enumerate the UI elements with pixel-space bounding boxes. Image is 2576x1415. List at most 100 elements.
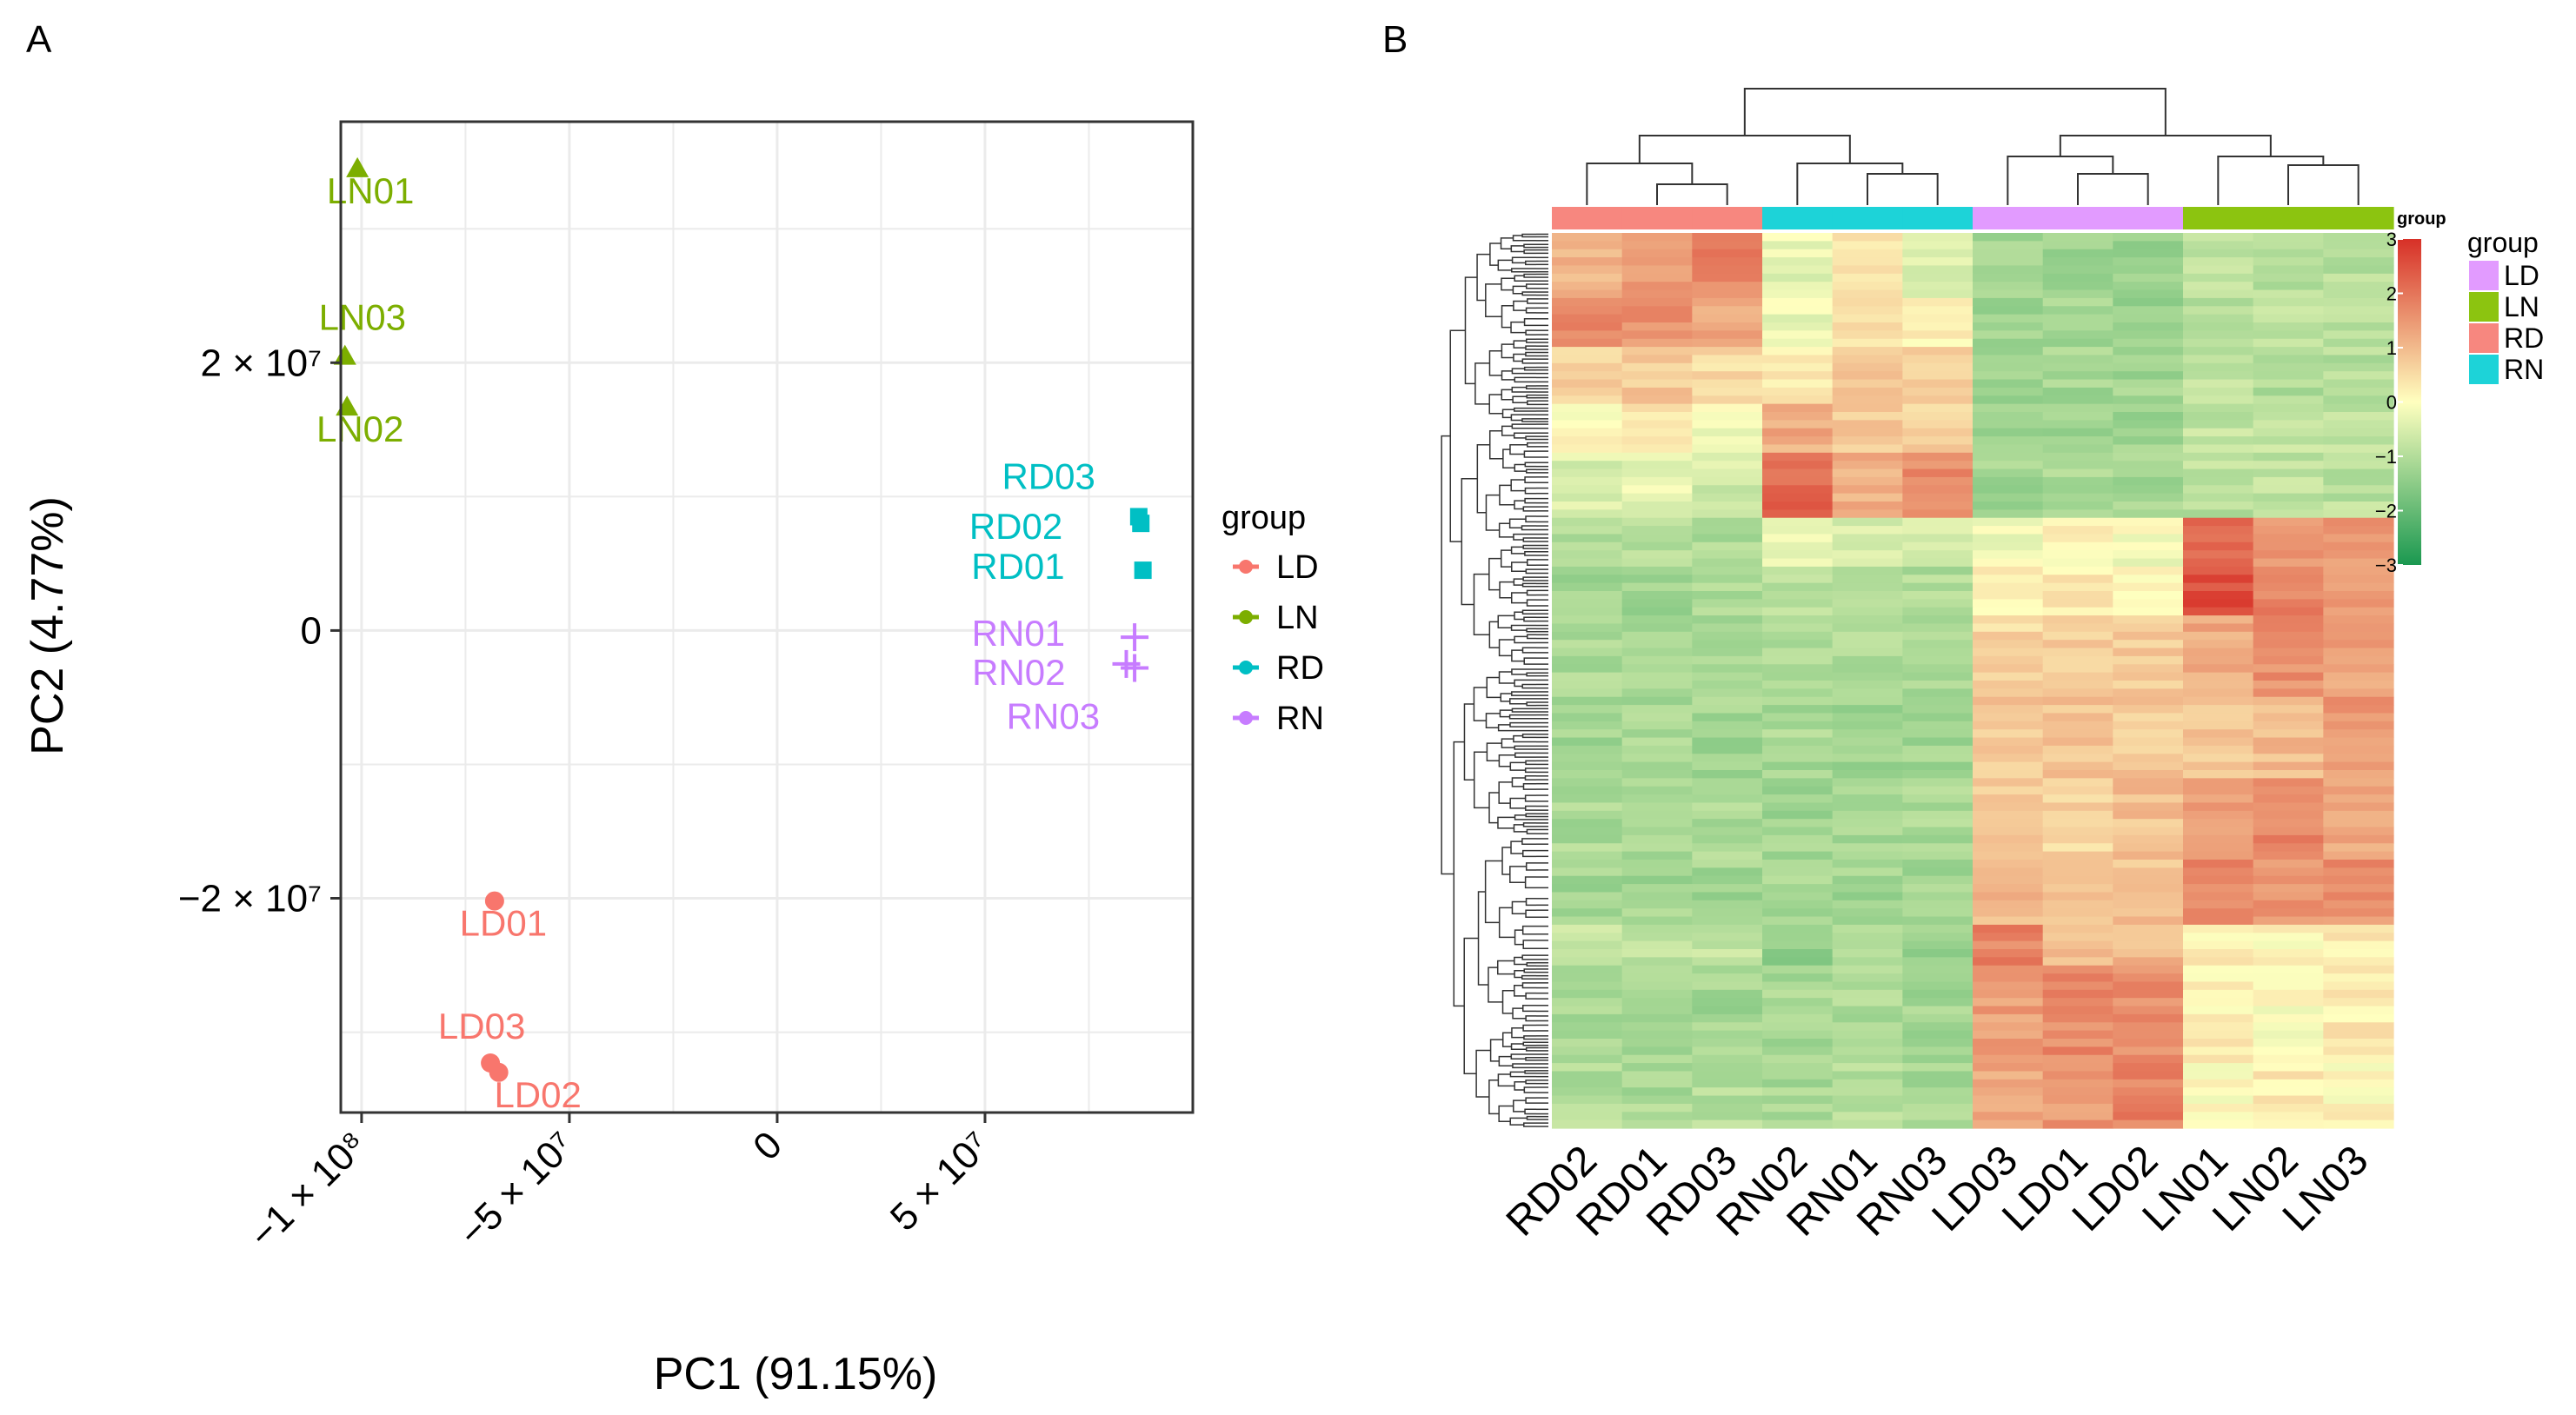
heatmap-cell: [1973, 655, 2044, 665]
heatmap-cell: [2253, 355, 2324, 364]
heatmap-cell: [1902, 452, 1974, 462]
heatmap-cell: [1621, 395, 1693, 405]
annotation-cell-RD02: [1552, 207, 1623, 229]
heatmap-cell: [2183, 770, 2254, 779]
heatmap-cell: [2183, 973, 2254, 983]
heatmap-cell: [1621, 631, 1693, 641]
heatmap-cell: [2253, 1079, 2324, 1088]
heatmap-cell: [1973, 591, 2044, 600]
row-dendrogram-branch: [1522, 576, 1536, 581]
heatmap-cell: [1832, 924, 1903, 933]
heatmap-cell: [2183, 541, 2254, 551]
heatmap-cell: [2323, 745, 2394, 754]
heatmap-cell: [2323, 778, 2394, 787]
heatmap-cell: [2323, 306, 2394, 316]
heatmap-cell: [2253, 347, 2324, 356]
heatmap-cell: [2253, 900, 2324, 909]
heatmap-cell: [1973, 485, 2044, 495]
heatmap-cell: [1832, 436, 1903, 446]
heatmap-cell: [1692, 607, 1763, 616]
row-dendrogram-branch: [1522, 940, 1536, 949]
heatmap-cell: [1973, 998, 2044, 1007]
heatmap-cell: [2042, 241, 2113, 250]
heatmap-cell: [2113, 664, 2184, 674]
heatmap-cell: [2323, 476, 2394, 486]
heatmap-cell: [1692, 696, 1763, 706]
heatmap-cell: [1692, 509, 1763, 519]
heatmap-cell: [1552, 379, 1623, 389]
heatmap-cell: [1902, 534, 1974, 543]
heatmap-cell: [2253, 233, 2324, 242]
heatmap-cell: [1973, 314, 2044, 323]
heatmap-cell: [1692, 1030, 1763, 1040]
heatmap-cell: [1692, 436, 1763, 446]
heatmap-cell: [1692, 541, 1763, 551]
heatmap-cell: [1762, 648, 1834, 657]
heatmap-cell: [2042, 1063, 2113, 1073]
heatmap-cell: [1762, 933, 1834, 942]
heatmap-cell: [1762, 282, 1834, 291]
row-dendrogram-branch: [1511, 386, 1536, 393]
row-dendrogram-branch: [1523, 1086, 1536, 1093]
heatmap-cell: [1762, 949, 1834, 958]
heatmap-cell: [2113, 648, 2184, 657]
heatmap-cell: [2323, 794, 2394, 804]
heatmap-cell: [1762, 558, 1834, 568]
heatmap-cell: [1832, 640, 1903, 649]
heatmap-cell: [2042, 347, 2113, 356]
heatmap-cell: [1692, 957, 1763, 967]
heatmap-cell: [1973, 1119, 2044, 1129]
row-dendrogram-branch: [1525, 351, 1536, 357]
heatmap-cell: [2042, 395, 2113, 405]
row-dendrogram-branch: [1514, 970, 1525, 979]
heatmap-cell: [1621, 696, 1693, 706]
heatmap-cell: [1552, 908, 1623, 918]
heatmap-cell: [1692, 1022, 1763, 1032]
heatmap-cell: [2042, 949, 2113, 958]
heatmap-cell: [1692, 1039, 1763, 1047]
heatmap-cell: [1973, 249, 2044, 258]
heatmap-cell: [1762, 403, 1834, 413]
heatmap-cell: [1692, 1087, 1763, 1097]
heatmap-cell: [1552, 395, 1623, 405]
heatmap-cell: [2183, 1103, 2254, 1113]
heatmap-cell: [2113, 933, 2184, 942]
heatmap-cell: [1762, 1013, 1834, 1023]
heatmap-cell: [2183, 998, 2254, 1007]
annotation-legend-label-LD: LD: [2504, 260, 2539, 291]
row-dendrogram-branch: [1473, 573, 1490, 635]
heatmap-cell: [1973, 306, 2044, 316]
heatmap-cell: [2253, 289, 2324, 299]
row-dendrogram-branch: [1510, 414, 1536, 422]
heatmap-cell: [2253, 965, 2324, 974]
heatmap-cell: [1552, 485, 1623, 495]
heatmap-cell: [1621, 362, 1693, 372]
heatmap-cell: [2323, 696, 2394, 706]
heatmap-cell: [1973, 582, 2044, 592]
heatmap-cell: [1902, 306, 1974, 316]
heatmap-cell: [2113, 1046, 2184, 1056]
heatmap-cell: [2113, 998, 2184, 1007]
heatmap-cell: [2323, 664, 2394, 674]
row-dendrogram-branch: [1511, 900, 1527, 914]
heatmap-cell: [1692, 794, 1763, 804]
heatmap-cell: [2113, 965, 2184, 974]
heatmap-cell: [1621, 249, 1693, 258]
heatmap-cell: [1692, 362, 1763, 372]
row-dendrogram-branch: [1498, 1105, 1514, 1122]
heatmap-cell: [1552, 371, 1623, 381]
heatmap-cell: [2113, 558, 2184, 568]
heatmap-cell: [2253, 461, 2324, 470]
heatmap-cell: [1902, 509, 1974, 519]
heatmap-cell: [2183, 297, 2254, 307]
heatmap-cell: [1552, 273, 1623, 282]
heatmap-cell: [2113, 233, 2184, 242]
heatmap-cell: [2113, 892, 2184, 901]
annotation-cell-LD02: [2113, 207, 2184, 229]
heatmap-cell: [2113, 249, 2184, 258]
heatmap-cell: [2183, 834, 2254, 844]
heatmap-cell: [2253, 395, 2324, 405]
heatmap-cell: [1832, 541, 1903, 551]
heatmap-cell: [1692, 289, 1763, 299]
heatmap-cell: [1902, 1046, 1974, 1056]
